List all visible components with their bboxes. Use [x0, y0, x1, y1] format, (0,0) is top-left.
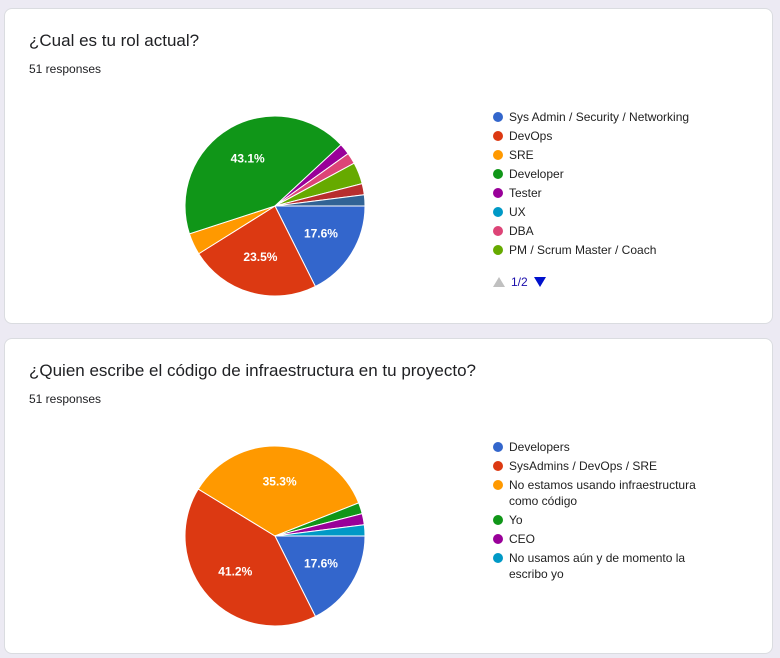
slice-label: 35.3% — [263, 474, 297, 488]
pie-slice — [184, 115, 342, 235]
legend-item: Sys Admin / Security / Networking — [493, 109, 703, 125]
legend-swatch — [493, 207, 503, 217]
legend-label: DBA — [509, 224, 534, 238]
legend-label: CEO — [509, 532, 536, 546]
legend-pager: 1/2 — [493, 275, 703, 289]
legend-swatch — [493, 226, 503, 236]
legend-item: Developers — [493, 439, 703, 455]
legend-item: No usamos aún y de momento la escribo yo — [493, 550, 703, 582]
legend: Sys Admin / Security / Networking DevOps S… — [493, 109, 703, 289]
pie-slice — [274, 535, 366, 618]
legend-item: Tester — [493, 185, 703, 201]
pie-slice — [198, 205, 317, 297]
legend-label: PM / Scrum Master / Coach — [509, 243, 657, 257]
legend-item: CEO — [493, 531, 703, 547]
legend-item: SysAdmins / DevOps / SRE — [493, 458, 703, 474]
legend-item: UX — [493, 204, 703, 220]
pie-chart: 17.6% 41.2% 35.3% — [184, 445, 366, 627]
slice-label: 17.6% — [304, 557, 338, 571]
response-count: 51 responses — [29, 392, 102, 406]
legend-label: UX — [509, 205, 526, 219]
legend-label: Sys Admin / Security / Networking — [509, 110, 690, 124]
legend-label: Developer — [509, 167, 564, 181]
slice-label: 17.6% — [304, 227, 338, 241]
legend-swatch — [493, 245, 503, 255]
legend-swatch — [493, 112, 503, 122]
legend-swatch — [493, 188, 503, 198]
legend-item: SRE — [493, 147, 703, 163]
legend-label: SysAdmins / DevOps / SRE — [509, 459, 658, 473]
pie-slice — [274, 524, 366, 537]
legend-swatch — [493, 169, 503, 179]
legend-label: Tester — [509, 186, 542, 200]
legend-swatch — [493, 150, 503, 160]
legend-label: DevOps — [509, 129, 553, 143]
question-title: ¿Cual es tu rol actual? — [29, 31, 200, 50]
pager-prev[interactable] — [493, 277, 505, 287]
question-card: ¿Cual es tu rol actual? 51 responses 17.6%… — [4, 8, 773, 324]
pie-slice — [197, 445, 360, 537]
legend-label: Yo — [509, 513, 523, 527]
legend-label: SRE — [509, 148, 534, 162]
legend-item: Yo — [493, 512, 703, 528]
legend-label: Developers — [509, 440, 570, 454]
legend-swatch — [493, 131, 503, 141]
legend-item: PM / Scrum Master / Coach — [493, 242, 703, 258]
legend-item: DevOps — [493, 128, 703, 144]
legend-label: No estamos usando infraestructura como c… — [509, 478, 696, 508]
pie-chart: 17.6% 23.5% 43.1% — [184, 115, 366, 297]
slice-label: 43.1% — [231, 152, 265, 166]
question-title: ¿Quien escribe el código de infraestruct… — [29, 361, 476, 380]
legend-item: Developer — [493, 166, 703, 182]
pager-next[interactable] — [533, 277, 546, 287]
response-count: 51 responses — [29, 62, 102, 76]
legend-swatch — [493, 534, 503, 544]
legend-swatch — [493, 442, 503, 452]
pager-label: 1/2 — [511, 275, 528, 289]
question-card: ¿Quien escribe el código de infraestruct… — [4, 338, 773, 654]
legend-label: No usamos aún y de momento la escribo yo — [509, 551, 686, 581]
slice-label: 23.5% — [243, 250, 277, 264]
legend-swatch — [493, 480, 503, 490]
pie-slice — [274, 205, 366, 288]
legend-swatch — [493, 515, 503, 525]
legend-swatch — [493, 461, 503, 471]
pie-slice — [274, 194, 366, 207]
legend: Developers SysAdmins / DevOps / SRE No est… — [493, 439, 703, 585]
legend-item: No estamos usando infraestructura como c… — [493, 477, 703, 509]
legend-swatch — [493, 553, 503, 563]
slice-label: 41.2% — [218, 565, 252, 579]
legend-item: DBA — [493, 223, 703, 239]
pie-slice — [184, 488, 317, 627]
